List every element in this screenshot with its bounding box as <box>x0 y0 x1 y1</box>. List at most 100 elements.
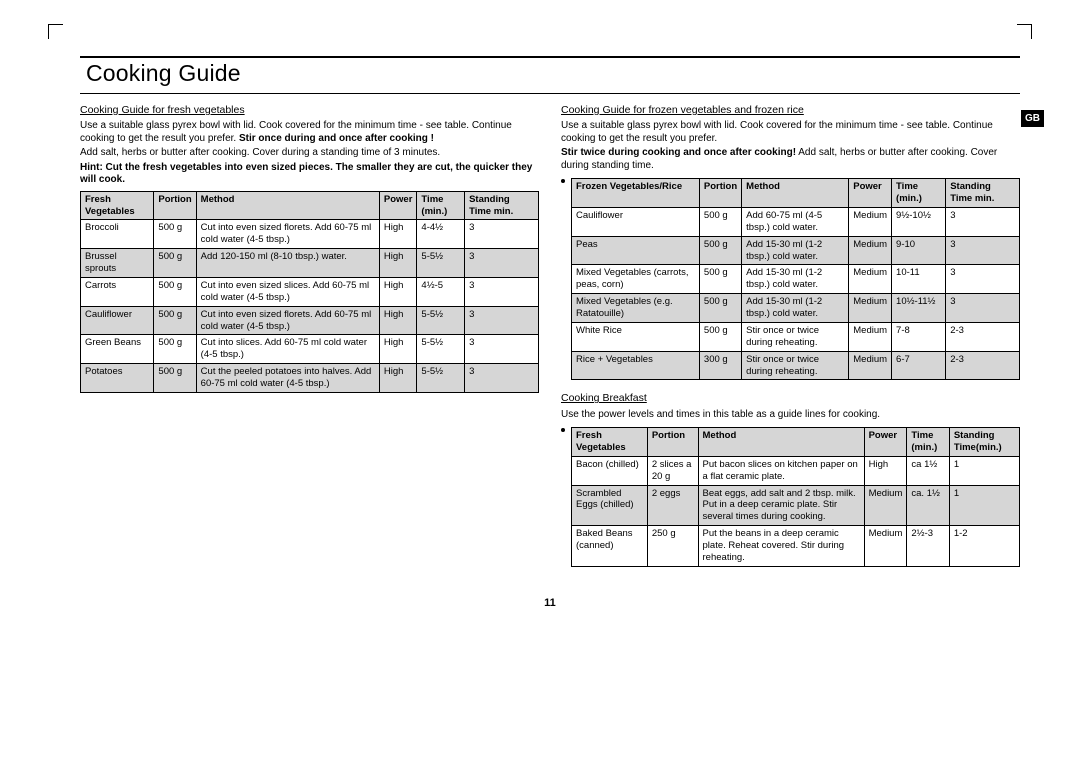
table-cell: Medium <box>849 322 892 351</box>
table-cell: Put the beans in a deep ceramic plate. R… <box>698 526 864 567</box>
table-cell: 500 g <box>699 236 741 265</box>
table-cell: Cut the peeled potatoes into halves. Add… <box>196 364 379 393</box>
table-cell: Medium <box>849 294 892 323</box>
fresh-veg-heading: Cooking Guide for fresh vegetables <box>80 104 245 117</box>
table-cell: Medium <box>864 485 907 526</box>
table-header: Method <box>742 179 849 208</box>
table-cell: Rice + Vegetables <box>572 351 700 380</box>
page-number: 11 <box>80 597 1020 609</box>
table-cell: Stir once or twice during reheating. <box>742 351 849 380</box>
table-cell: 1 <box>949 485 1019 526</box>
table-cell: Medium <box>849 236 892 265</box>
table-row: Cauliflower500 gCut into even sized flor… <box>81 306 539 335</box>
region-badge: GB <box>1021 110 1044 127</box>
table-cell: Broccoli <box>81 220 154 249</box>
table-cell: Cut into even sized florets. Add 60-75 m… <box>196 220 379 249</box>
table-cell: 10-11 <box>892 265 946 294</box>
breakfast-table: Fresh VegetablesPortionMethodPowerTime (… <box>571 427 1020 567</box>
table-cell: Cut into even sized slices. Add 60-75 ml… <box>196 277 379 306</box>
table-cell: 3 <box>946 236 1020 265</box>
table-cell: 500 g <box>699 207 741 236</box>
table-cell: 500 g <box>154 220 196 249</box>
table-cell: 6-7 <box>892 351 946 380</box>
table-cell: 300 g <box>699 351 741 380</box>
table-row: Peas500 gAdd 15-30 ml (1-2 tbsp.) cold w… <box>572 236 1020 265</box>
table-cell: 5-5½ <box>417 335 465 364</box>
table-cell: 9-10 <box>892 236 946 265</box>
table-cell: High <box>379 306 417 335</box>
table-cell: 1-2 <box>949 526 1019 567</box>
table-cell: Medium <box>849 265 892 294</box>
table-cell: 3 <box>465 306 539 335</box>
breakfast-heading: Cooking Breakfast <box>561 392 647 405</box>
left-column: Cooking Guide for fresh vegetables Use a… <box>80 104 539 579</box>
table-cell: 10½-11½ <box>892 294 946 323</box>
fresh-veg-table: Fresh VegetablesPortionMethodPowerTime (… <box>80 191 539 393</box>
table-header: Power <box>379 191 417 220</box>
table-header: Time (min.) <box>417 191 465 220</box>
table-cell: 3 <box>946 265 1020 294</box>
table-header: Frozen Vegetables/Rice <box>572 179 700 208</box>
breakfast-table-header-row: Fresh VegetablesPortionMethodPowerTime (… <box>572 428 1020 457</box>
frozen-intro-bold: Stir twice during cooking and once after… <box>561 147 796 158</box>
fresh-intro-bold: Stir once during and once after cooking … <box>239 133 434 144</box>
table-cell: 500 g <box>154 306 196 335</box>
table-cell: Cut into slices. Add 60-75 ml cold water… <box>196 335 379 364</box>
table-cell: Add 15-30 ml (1-2 tbsp.) cold water. <box>742 294 849 323</box>
table-header: Power <box>864 428 907 457</box>
table-row: Cauliflower500 gAdd 60-75 ml (4-5 tbsp.)… <box>572 207 1020 236</box>
table-cell: 2 eggs <box>647 485 698 526</box>
table-cell: 500 g <box>154 277 196 306</box>
top-rule <box>80 56 1020 58</box>
table-cell: Beat eggs, add salt and 2 tbsp. milk. Pu… <box>698 485 864 526</box>
table-cell: 3 <box>465 277 539 306</box>
title-rule <box>80 93 1020 94</box>
table-cell: 2 slices a 20 g <box>647 456 698 485</box>
table-cell: Stir once or twice during reheating. <box>742 322 849 351</box>
frozen-heading: Cooking Guide for frozen vegetables and … <box>561 104 804 117</box>
table-cell: High <box>864 456 907 485</box>
table-cell: Scrambled Eggs (chilled) <box>572 485 648 526</box>
table-cell: ca. 1½ <box>907 485 949 526</box>
table-cell: Peas <box>572 236 700 265</box>
table-row: Rice + Vegetables300 gStir once or twice… <box>572 351 1020 380</box>
table-cell: Medium <box>849 207 892 236</box>
table-header: Time (min.) <box>907 428 949 457</box>
table-cell: Add 120-150 ml (8-10 tbsp.) water. <box>196 249 379 278</box>
table-cell: 2-3 <box>946 322 1020 351</box>
table-cell: Green Beans <box>81 335 154 364</box>
frozen-table-bullet: Frozen Vegetables/RicePortionMethodPower… <box>561 174 1020 390</box>
table-cell: Bacon (chilled) <box>572 456 648 485</box>
fresh-intro2: Add salt, herbs or butter after cooking.… <box>80 147 539 160</box>
table-cell: 3 <box>946 294 1020 323</box>
table-cell: 2½-3 <box>907 526 949 567</box>
breakfast-intro: Use the power levels and times in this t… <box>561 409 1020 422</box>
table-cell: Add 60-75 ml (4-5 tbsp.) cold water. <box>742 207 849 236</box>
table-header: Fresh Vegetables <box>572 428 648 457</box>
table-cell: ca 1½ <box>907 456 949 485</box>
table-row: Carrots500 gCut into even sized slices. … <box>81 277 539 306</box>
right-column: Cooking Guide for frozen vegetables and … <box>561 104 1020 579</box>
table-cell: High <box>379 364 417 393</box>
table-cell: 250 g <box>647 526 698 567</box>
table-cell: 500 g <box>154 335 196 364</box>
table-header: Standing Time(min.) <box>949 428 1019 457</box>
table-row: Bacon (chilled)2 slices a 20 gPut bacon … <box>572 456 1020 485</box>
fresh-table-header-row: Fresh VegetablesPortionMethodPowerTime (… <box>81 191 539 220</box>
table-cell: High <box>379 249 417 278</box>
table-header: Portion <box>647 428 698 457</box>
table-cell: Cauliflower <box>572 207 700 236</box>
frozen-intro1: Use a suitable glass pyrex bowl with lid… <box>561 120 1020 145</box>
table-cell: Cauliflower <box>81 306 154 335</box>
table-cell: 5-5½ <box>417 249 465 278</box>
table-cell: 3 <box>946 207 1020 236</box>
table-cell: High <box>379 335 417 364</box>
crop-marks <box>48 24 1032 36</box>
table-cell: Add 15-30 ml (1-2 tbsp.) cold water. <box>742 236 849 265</box>
table-row: Broccoli500 gCut into even sized florets… <box>81 220 539 249</box>
table-header: Fresh Vegetables <box>81 191 154 220</box>
bullet-dot-icon <box>561 428 565 432</box>
table-header: Time (min.) <box>892 179 946 208</box>
table-cell: 3 <box>465 364 539 393</box>
table-cell: 5-5½ <box>417 364 465 393</box>
